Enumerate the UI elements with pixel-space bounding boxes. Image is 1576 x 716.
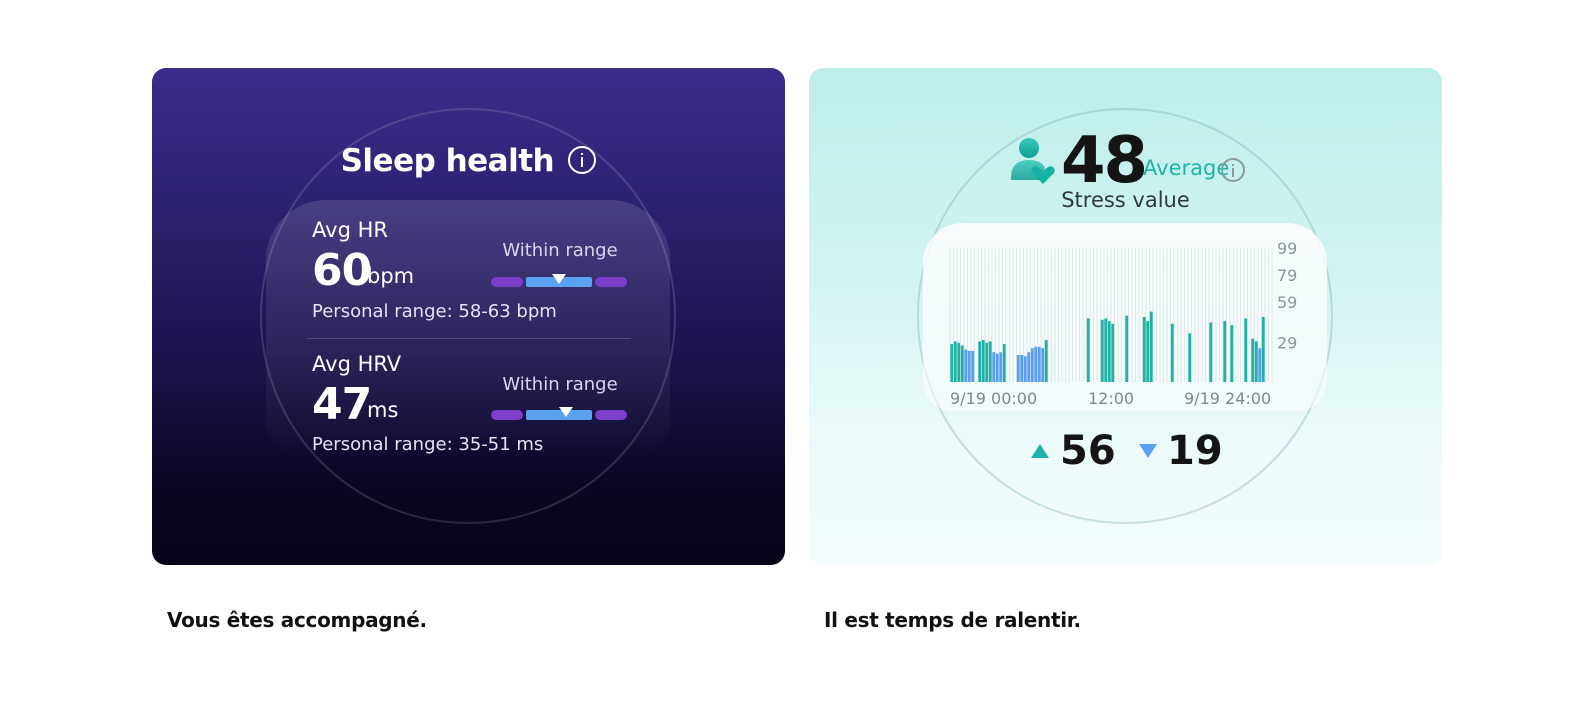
chart-bar (1044, 340, 1048, 382)
avg-hrv-unit: ms (367, 398, 399, 422)
chart-bar (1041, 348, 1045, 382)
chart-bar (992, 352, 996, 382)
avg-hr-status: Within range (502, 240, 618, 261)
range-low-segment (491, 410, 523, 420)
chart-bar (1016, 354, 1020, 382)
chart-bar (1188, 333, 1192, 382)
chart-bar (981, 340, 985, 382)
sleep-health-card: Sleep health Avg HR 60 bpm Within range … (152, 68, 785, 565)
chart-bar (1002, 344, 1006, 382)
stress-min-value: 19 (1167, 428, 1223, 474)
chart-bar (1142, 317, 1146, 382)
chart-bar (985, 342, 989, 382)
chart-bar (995, 353, 999, 382)
chart-bar (1037, 346, 1041, 382)
avg-hr-unit: bpm (367, 264, 415, 288)
chart-bar (1244, 318, 1248, 382)
chart-bar (988, 341, 992, 382)
avg-hrv-status: Within range (502, 374, 618, 395)
sleep-health-title: Sleep health (152, 143, 785, 179)
chart-bar (999, 352, 1003, 382)
chart-y-tick-label: 79 (1277, 266, 1297, 285)
chart-bar (957, 342, 961, 382)
chart-bar (1020, 354, 1024, 382)
chart-y-tick-label: 59 (1277, 293, 1297, 312)
chart-y-tick-label: 99 (1277, 239, 1297, 258)
chart-bar (1146, 321, 1150, 382)
chart-bar (1111, 323, 1115, 382)
stress-caption: Stress value (1061, 188, 1190, 212)
chart-bar (971, 350, 975, 382)
chart-bar (1086, 318, 1090, 382)
person-heart-icon (1011, 138, 1055, 184)
chart-bar (964, 349, 968, 382)
metrics-divider (307, 338, 631, 339)
chart-bar (960, 345, 964, 382)
avg-hrv-value: 47 (312, 379, 372, 430)
stress-max-value: 56 (1060, 428, 1116, 474)
chart-bar (1100, 319, 1104, 382)
chart-bar (1030, 348, 1034, 382)
caption-right: Il est temps de ralentir. (824, 608, 1081, 632)
avg-hrv-range-bar (491, 407, 627, 420)
avg-hr-label: Avg HR (312, 218, 388, 242)
chart-bar (1258, 348, 1262, 382)
chart-bar (1230, 325, 1234, 382)
avg-hrv-personal-range: Personal range: 35-51 ms (312, 434, 544, 455)
avg-hr-marker-icon (552, 274, 566, 284)
chart-bar (1254, 341, 1258, 382)
chart-bar (1034, 346, 1038, 382)
watch-face-outline (260, 108, 676, 524)
chart-bar (1149, 311, 1153, 382)
avg-hrv-label: Avg HRV (312, 352, 402, 376)
stress-bar-chart: 99 79 59 29 9/19 00:00 12:00 9/19 24:00 (949, 239, 1297, 408)
range-high-segment (595, 277, 627, 287)
chart-x-tick-label: 9/19 24:00 (1184, 389, 1271, 408)
sleep-health-title-text: Sleep health (340, 143, 555, 179)
avg-hr-range-bar (491, 274, 627, 287)
caption-left: Vous êtes accompagné. (167, 608, 427, 632)
chart-x-tick-label: 9/19 00:00 (950, 389, 1037, 408)
chart-bar (1027, 352, 1031, 382)
chart-bar (1251, 338, 1255, 382)
chart-y-tick-label: 29 (1277, 334, 1297, 353)
chart-bar (978, 341, 982, 382)
chart-bar (953, 341, 957, 382)
chart-bar (967, 350, 971, 382)
stress-level-label: Average (1143, 156, 1230, 180)
arrow-down-icon (1139, 444, 1157, 458)
avg-hrv-marker-icon (558, 407, 573, 417)
info-icon[interactable] (568, 145, 597, 174)
range-low-segment (491, 277, 523, 287)
stress-value: 48 (1061, 124, 1148, 198)
chart-bar (1209, 322, 1213, 382)
avg-hr-personal-range: Personal range: 58-63 bpm (312, 301, 557, 322)
watch-face-outline (917, 108, 1333, 524)
range-high-segment (595, 410, 627, 420)
info-icon[interactable] (1221, 158, 1245, 182)
stress-card: 48 Average Stress value 99 79 59 29 9/19 00:… (809, 68, 1442, 565)
chart-bar (1104, 318, 1108, 382)
chart-bar (1125, 315, 1129, 382)
avg-hr-value: 60 (312, 245, 372, 296)
chart-bar (1107, 321, 1111, 382)
chart-bar (1223, 321, 1227, 382)
arrow-up-icon (1031, 444, 1049, 458)
chart-bar (1261, 317, 1265, 382)
chart-bar (1023, 356, 1027, 382)
chart-bar (950, 344, 954, 382)
chart-x-tick-label: 12:00 (1088, 389, 1134, 408)
chart-bar (1170, 323, 1174, 382)
